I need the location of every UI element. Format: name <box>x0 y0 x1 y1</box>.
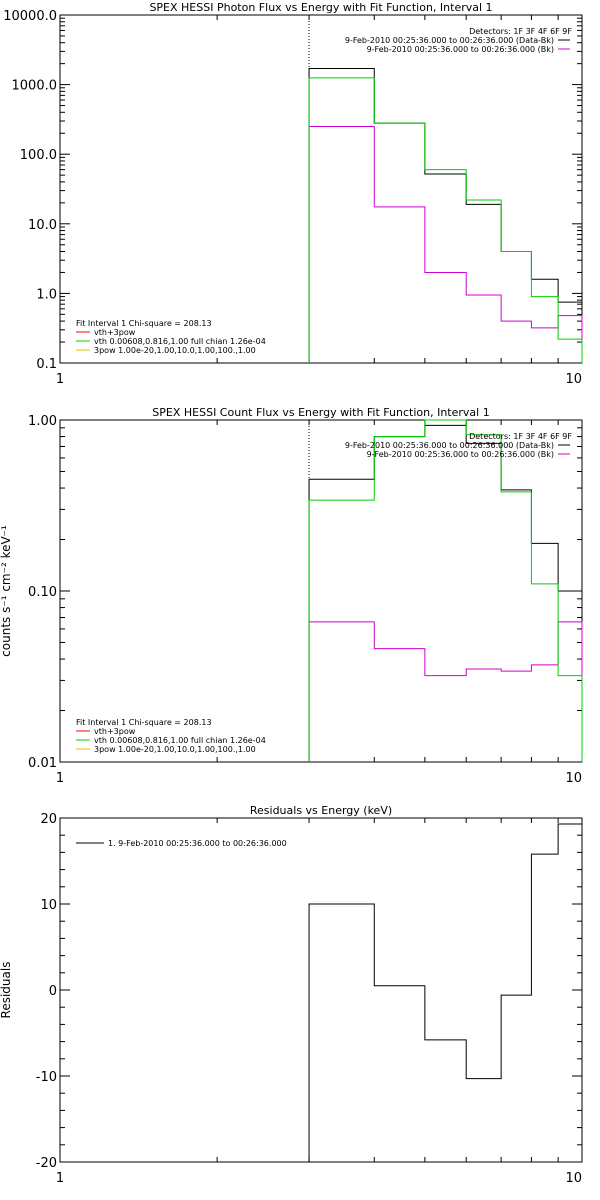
legend-entry-2-2: 9-Feb-2010 00:25:36.000 to 00:26:36.000 … <box>367 450 554 459</box>
y-tick-label-1-0: 0.1 <box>36 357 57 372</box>
series-line-1-1 <box>308 68 583 363</box>
plot-frame-1 <box>59 14 583 364</box>
y-tick-label-1-2: 10.0 <box>28 218 57 233</box>
x-tick-label-3-0: 1 <box>56 1171 64 1186</box>
fit-legend-entry-1-3: 3pow 1.00e-20,1.00,10.0,1.00,100.,1.00 <box>94 346 256 355</box>
y-tick-label-2-0: 0.01 <box>28 756 57 771</box>
legend-entry-1-0: Detectors: 1F 3F 4F 6F 9F <box>469 27 572 36</box>
series-line-2-3 <box>308 419 583 762</box>
y-tick-label-2-1: 0.10 <box>28 585 57 600</box>
y-tick-label-1-4: 1000.0 <box>12 79 58 94</box>
y-tick-label-3-0: -20 <box>36 1156 57 1171</box>
fit-legend-entry-2-3: 3pow 1.00e-20,1.00,10.0,1.00,100.,1.00 <box>94 745 256 754</box>
y-tick-label-3-3: 10 <box>40 898 57 913</box>
fit-legend-entry-2-0: Fit Interval 1 Chi-square = 208.13 <box>76 718 212 727</box>
x-tick-label-1-1: 10 <box>565 372 582 387</box>
y-tick-label-3-1: -10 <box>36 1070 57 1085</box>
series-line-2-1 <box>308 424 583 762</box>
fit-legend-entry-1-0: Fit Interval 1 Chi-square = 208.13 <box>76 319 212 328</box>
fit-legend-entry-2-2: vth 0.00608,0.816,1.00 full chian 1.26e-… <box>94 736 266 745</box>
fit-legend-entry-1-1: vth+3pow <box>94 328 136 337</box>
y-axis-label-2: counts s⁻¹ cm⁻² keV⁻¹ <box>0 525 13 657</box>
fit-legend-entry-2-1: vth+3pow <box>94 727 136 736</box>
y-tick-label-3-2: 0 <box>49 984 57 999</box>
series-line-2-2 <box>308 621 583 762</box>
legend-entry-2-1: 9-Feb-2010 00:25:36.000 to 00:26:36.000 … <box>345 441 554 450</box>
plot-frame-3 <box>59 817 583 1163</box>
legend-entry-1-1: 9-Feb-2010 00:25:36.000 to 00:26:36.000 … <box>345 36 554 45</box>
legend-entry-2-0: Detectors: 1F 3F 4F 6F 9F <box>469 432 572 441</box>
plot-frame-2 <box>59 419 583 763</box>
series-line-3-1 <box>308 823 583 1162</box>
legend-entry-3-0: 1. 9-Feb-2010 00:25:36.000 to 00:26:36.0… <box>108 839 287 848</box>
y-tick-label-3-4: 20 <box>40 812 57 827</box>
x-tick-label-1-0: 1 <box>56 372 64 387</box>
y-tick-label-1-5: 10000.0 <box>3 9 57 24</box>
y-tick-label-1-1: 1.0 <box>36 287 57 302</box>
legend-entry-1-2: 9-Feb-2010 00:25:36.000 to 00:26:36.000 … <box>367 45 554 54</box>
x-tick-label-2-0: 1 <box>56 771 64 786</box>
x-tick-label-3-1: 10 <box>565 1171 582 1186</box>
series-line-1-3 <box>308 77 583 363</box>
fit-legend-entry-1-2: vth 0.00608,0.816,1.00 full chian 1.26e-… <box>94 337 266 346</box>
chart-title-2: SPEX HESSI Count Flux vs Energy with Fit… <box>152 406 489 419</box>
chart-title-1: SPEX HESSI Photon Flux vs Energy with Fi… <box>149 1 492 14</box>
series-line-1-2 <box>308 126 583 363</box>
x-tick-label-2-1: 10 <box>565 771 582 786</box>
chart-title-3: Residuals vs Energy (keV) <box>250 804 392 817</box>
y-tick-label-1-3: 100.0 <box>20 148 57 163</box>
y-tick-label-2-2: 1.00 <box>28 414 57 429</box>
y-axis-label-3: Residuals <box>0 962 13 1019</box>
